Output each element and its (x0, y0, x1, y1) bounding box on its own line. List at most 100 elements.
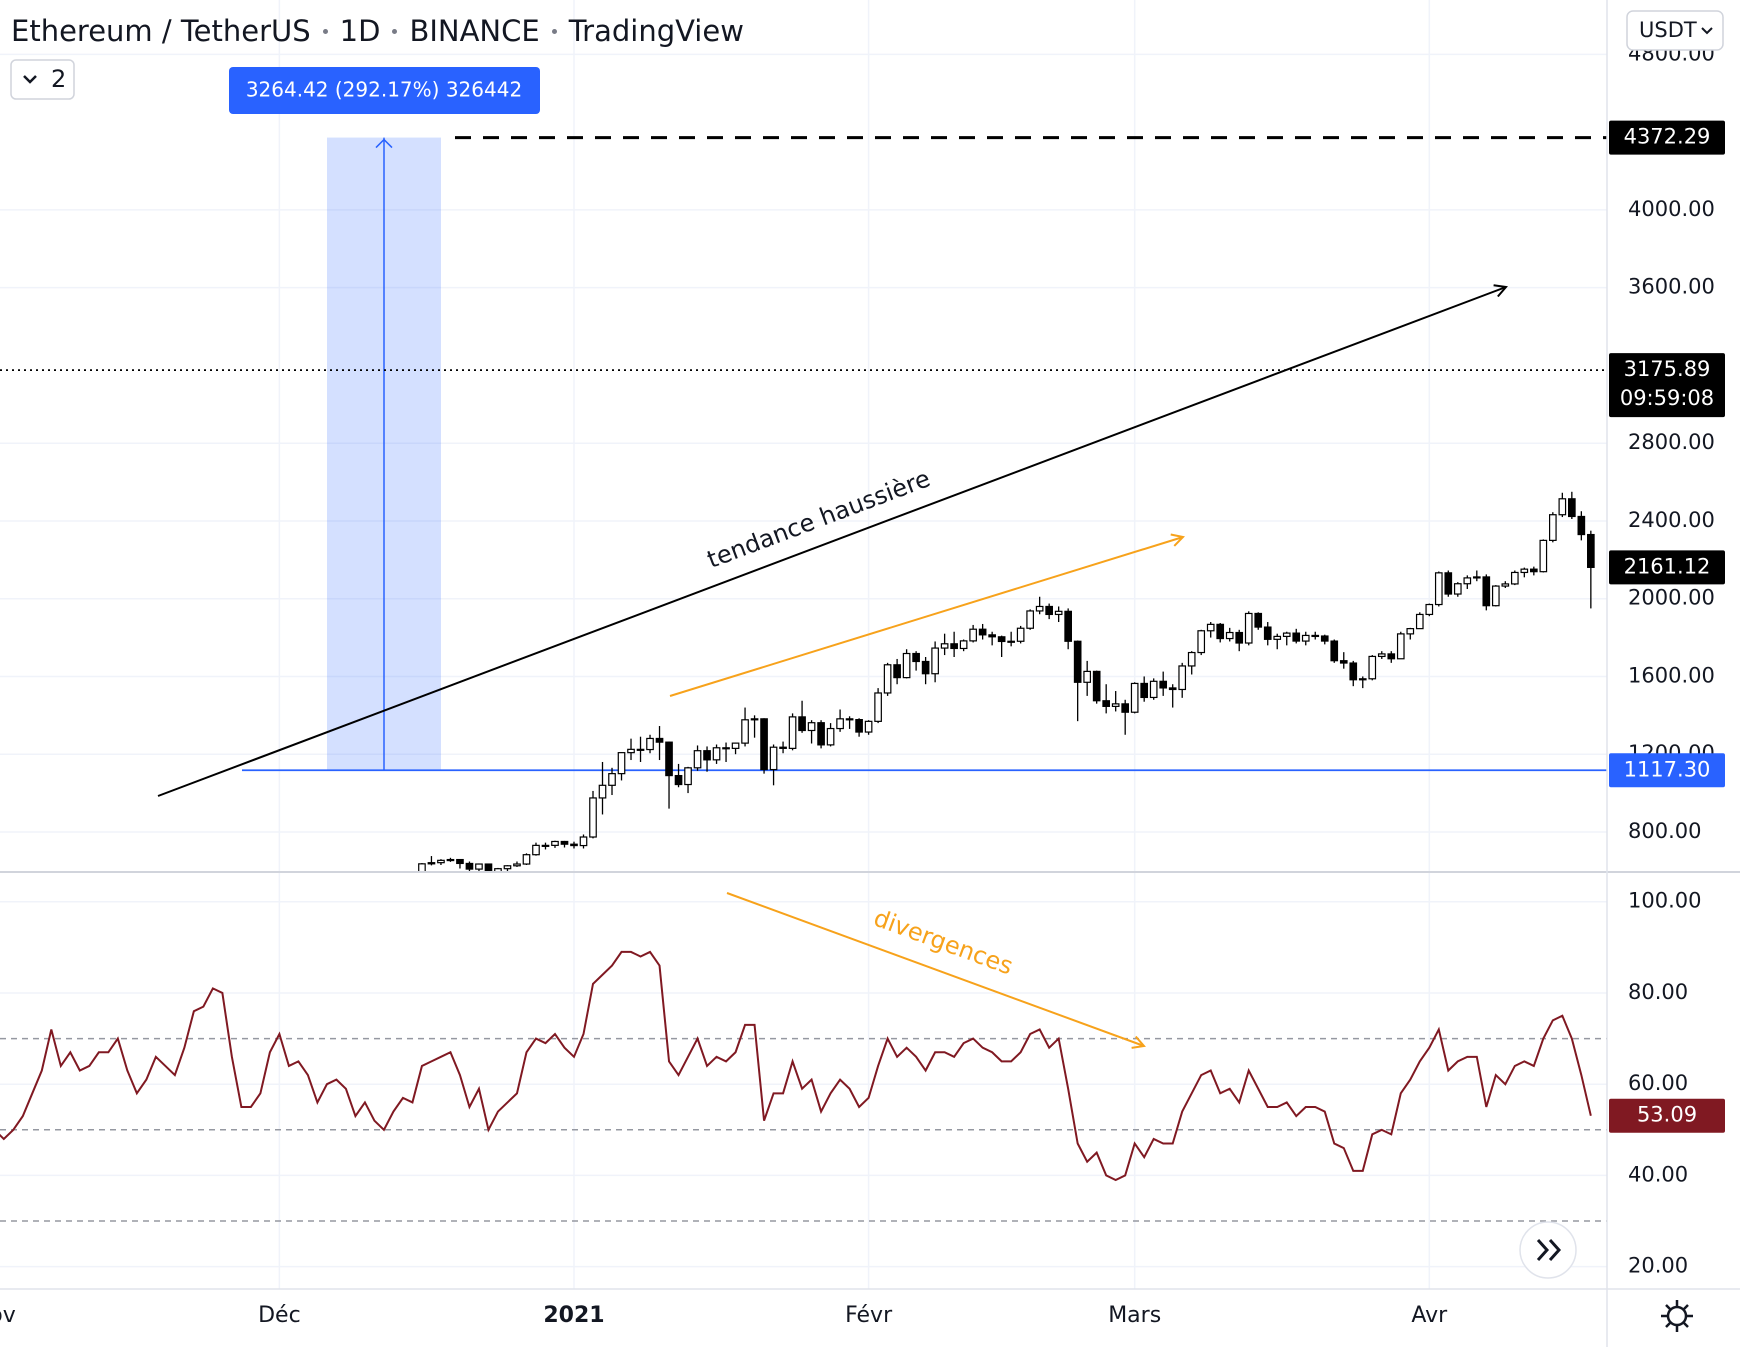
price-tag-bg (1609, 353, 1725, 418)
candle-body (921, 660, 930, 675)
candle-body (1396, 633, 1405, 660)
y-tick-label: 60.00 (1628, 1071, 1688, 1095)
x-tick-label: Févr (845, 1303, 893, 1328)
candle-body (627, 748, 635, 754)
candle-body (427, 862, 436, 865)
candle-body (1472, 576, 1481, 579)
candle-body (1510, 571, 1519, 585)
candle-body (522, 854, 531, 865)
candle-body (1434, 572, 1443, 606)
candle-body (1444, 572, 1453, 595)
candle-body (418, 863, 426, 872)
x-tick-label: 2021 (543, 1303, 604, 1328)
candle-body (731, 742, 740, 749)
candle-body (1111, 703, 1120, 707)
y-tick-label: 20.00 (1628, 1254, 1688, 1278)
candle-body (1168, 687, 1177, 691)
candle-body (1121, 703, 1130, 713)
candle-body (1197, 630, 1206, 654)
candle-body (836, 718, 844, 730)
candle-body (1206, 623, 1215, 632)
candle-body (1235, 631, 1244, 644)
candle-body (798, 716, 806, 732)
last-price-tag: 2161.12 (1624, 554, 1711, 578)
candle-body (1330, 640, 1339, 662)
candle-body (1216, 623, 1225, 640)
scroll-button[interactable] (1519, 1221, 1577, 1279)
candle-body (1568, 498, 1576, 518)
x-tick-label: Nov (0, 1303, 16, 1328)
indicator-count[interactable]: 2 (51, 65, 66, 93)
candle-body (1244, 612, 1253, 644)
candle-body (978, 628, 987, 636)
y-tick-label: 4000.00 (1628, 197, 1715, 221)
candle-body (684, 767, 692, 786)
candle-body (1387, 653, 1396, 660)
candle-body (750, 718, 759, 721)
candle-body (674, 774, 683, 786)
candle-body (1377, 653, 1386, 658)
candle-body (570, 843, 578, 847)
candle-body (807, 722, 816, 732)
candle-body (817, 722, 825, 746)
candle-body (560, 840, 569, 845)
candle-body (1520, 568, 1529, 574)
candle-body (503, 865, 512, 870)
candle-body (997, 636, 1006, 643)
y-tick-label: 40.00 (1628, 1162, 1688, 1186)
candle-body (703, 750, 711, 761)
candle-body (1026, 610, 1034, 629)
candle-body (969, 628, 977, 642)
candle-body (712, 747, 721, 761)
candle-body (1311, 634, 1320, 638)
candle-body (760, 718, 768, 771)
rsi-line (0, 950, 1592, 1182)
candle-body (883, 664, 892, 694)
source: TradingView (568, 14, 744, 48)
x-tick-label: Mars (1108, 1303, 1161, 1328)
rsi-pane (0, 950, 1607, 1222)
candle-body (1102, 700, 1111, 707)
separator (392, 28, 398, 34)
candle-body (589, 797, 597, 838)
candle-body (693, 750, 702, 769)
candle-body (950, 643, 958, 650)
candle-body (532, 844, 540, 856)
candle-body (1482, 576, 1491, 607)
price-tag-bg (1609, 120, 1725, 155)
price-trend-arrow (669, 537, 1183, 697)
divergence-arrow (726, 892, 1144, 1046)
settings-button[interactable] (1661, 1300, 1693, 1332)
candle-body (1320, 635, 1329, 642)
candle-body (551, 840, 559, 846)
candle-body (1035, 605, 1044, 612)
candle-body (1406, 628, 1415, 635)
price-tags: 4372.29 3175.89 09:59:08 1117.30 2161.12 53.0… (229, 67, 1725, 1133)
candle-body (646, 737, 654, 751)
candle-body (1425, 603, 1434, 616)
candle-body (446, 858, 455, 862)
currency-button[interactable]: USDT (1626, 10, 1724, 51)
indicator-box[interactable] (10, 59, 75, 100)
currency-label[interactable]: USDT (1639, 18, 1697, 42)
trend-annotation: tendance haussière (703, 464, 933, 574)
candle-body (541, 844, 550, 847)
candle-body (1501, 583, 1510, 587)
candle-body (826, 727, 835, 746)
y-tick-label: 2000.00 (1628, 586, 1715, 610)
axes: NovDéc2021FévrMarsAvr800.001200.001600.0… (0, 41, 1715, 1328)
candle-body (874, 692, 882, 722)
candle-body (779, 746, 787, 749)
indicator-toggle[interactable]: 2 (10, 59, 75, 100)
currency-box[interactable] (1626, 10, 1724, 51)
candle-body (1178, 665, 1187, 691)
candle-body (988, 634, 996, 638)
candle-body (722, 747, 730, 750)
symbol: Ethereum / TetherUS (11, 14, 311, 48)
candle-body (1140, 682, 1149, 699)
price-tag: 3175.89 (1624, 357, 1711, 381)
candle-body (845, 718, 854, 721)
gear[interactable] (1666, 1305, 1688, 1327)
candle-body (1149, 680, 1158, 699)
